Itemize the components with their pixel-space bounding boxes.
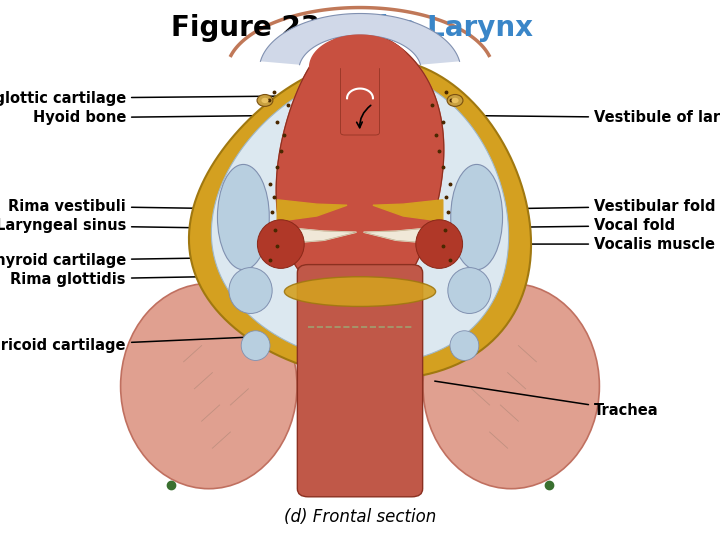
- Ellipse shape: [120, 284, 297, 489]
- Text: Vestibular fold: Vestibular fold: [462, 199, 716, 214]
- Ellipse shape: [423, 284, 599, 489]
- FancyBboxPatch shape: [297, 265, 423, 497]
- Ellipse shape: [416, 220, 462, 268]
- Ellipse shape: [447, 94, 463, 106]
- Polygon shape: [261, 14, 459, 65]
- Text: Vocalis muscle: Vocalis muscle: [464, 237, 715, 252]
- Ellipse shape: [229, 267, 272, 313]
- Ellipse shape: [284, 276, 436, 307]
- Text: Cavity
of larynx: Cavity of larynx: [323, 71, 397, 104]
- Text: The Larynx: The Larynx: [360, 14, 533, 42]
- Text: Thyroid cartilage: Thyroid cartilage: [0, 253, 267, 268]
- Polygon shape: [276, 32, 444, 308]
- Text: Figure 23.4: Figure 23.4: [171, 14, 360, 42]
- FancyBboxPatch shape: [341, 65, 379, 135]
- Text: Vestibule of larynx: Vestibule of larynx: [469, 110, 720, 125]
- Ellipse shape: [451, 98, 459, 103]
- Text: Laryngeal sinus: Laryngeal sinus: [0, 218, 274, 233]
- Ellipse shape: [448, 267, 491, 313]
- Ellipse shape: [217, 165, 269, 270]
- Polygon shape: [364, 227, 443, 244]
- Text: Trachea: Trachea: [435, 381, 659, 418]
- Text: Cavity
of larynx: Cavity of larynx: [323, 314, 397, 347]
- Text: Hyoid bone: Hyoid bone: [32, 110, 267, 125]
- Text: (d) Frontal section: (d) Frontal section: [284, 508, 436, 526]
- Polygon shape: [277, 200, 347, 221]
- Text: Epiglottic cartilage: Epiglottic cartilage: [0, 91, 276, 106]
- Polygon shape: [189, 58, 531, 379]
- Ellipse shape: [241, 330, 270, 361]
- Text: Vocal fold: Vocal fold: [462, 218, 675, 233]
- Polygon shape: [212, 72, 508, 363]
- Polygon shape: [310, 35, 410, 68]
- Ellipse shape: [257, 94, 273, 106]
- Text: Rima glottidis: Rima glottidis: [11, 272, 274, 287]
- Polygon shape: [373, 200, 443, 221]
- Polygon shape: [277, 227, 356, 244]
- Text: Rima vestibuli: Rima vestibuli: [8, 199, 276, 214]
- Ellipse shape: [450, 330, 479, 361]
- Ellipse shape: [451, 165, 503, 270]
- Text: Cricoid cartilage: Cricoid cartilage: [0, 336, 274, 353]
- Ellipse shape: [261, 98, 269, 103]
- Ellipse shape: [258, 220, 304, 268]
